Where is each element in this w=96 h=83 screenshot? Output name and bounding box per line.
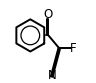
- Text: F: F: [70, 42, 77, 55]
- Text: N: N: [48, 69, 57, 82]
- Text: O: O: [44, 8, 53, 21]
